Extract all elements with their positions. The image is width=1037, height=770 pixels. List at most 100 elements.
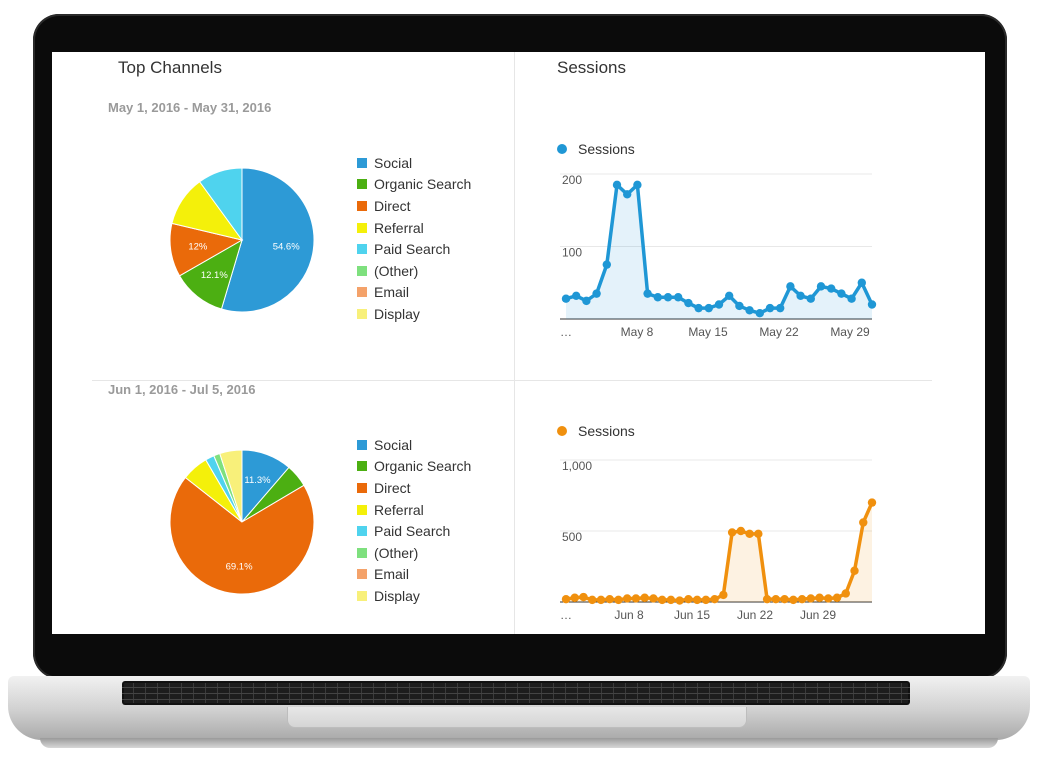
top-channels-title: Top Channels — [118, 58, 222, 77]
sessions-point[interactable] — [827, 284, 836, 293]
sessions-point[interactable] — [631, 594, 641, 603]
sessions-point[interactable] — [859, 518, 868, 527]
legend-swatch — [357, 504, 367, 515]
sessions-point[interactable] — [806, 594, 815, 603]
sessions-point[interactable] — [614, 595, 623, 605]
sessions-point[interactable] — [643, 289, 652, 298]
sessions-point[interactable] — [572, 291, 581, 300]
sessions-point[interactable] — [602, 260, 611, 269]
sessions-point[interactable] — [701, 595, 711, 605]
y-tick-label: 1,000 — [562, 459, 592, 473]
sessions-point[interactable] — [745, 529, 754, 539]
sessions-point[interactable] — [579, 592, 588, 602]
sessions-point[interactable] — [633, 180, 642, 190]
pie-slice-direct[interactable] — [169, 476, 315, 595]
sessions-point[interactable] — [857, 278, 866, 287]
sessions-point[interactable] — [780, 594, 789, 604]
legend-item-email: Email — [357, 282, 471, 304]
pie-slice-label: 69.1% — [226, 562, 253, 573]
sessions-point[interactable] — [867, 498, 877, 507]
sessions-point[interactable] — [832, 593, 842, 602]
sessions-point[interactable] — [841, 589, 850, 598]
x-tick-label: Jun 29 — [800, 608, 836, 622]
sessions-point[interactable] — [592, 289, 601, 298]
sessions-point[interactable] — [765, 303, 775, 313]
x-tick-label: … — [560, 325, 572, 339]
sessions-point[interactable] — [675, 596, 684, 605]
sessions-point[interactable] — [797, 594, 807, 604]
legend-label: Display — [374, 587, 420, 604]
legend-item-direct: Direct — [357, 195, 471, 217]
sessions-point[interactable] — [806, 294, 815, 303]
sessions-point[interactable] — [847, 294, 856, 303]
sessions-point[interactable] — [762, 594, 772, 604]
legend-swatch — [357, 200, 367, 211]
sessions-point[interactable] — [561, 294, 571, 303]
sessions-point[interactable] — [570, 593, 579, 602]
sessions-point[interactable] — [727, 528, 737, 537]
pie-slice-paid-search[interactable] — [198, 167, 243, 242]
sessions-point[interactable] — [623, 190, 632, 199]
sessions-point[interactable] — [824, 594, 833, 603]
sessions-point[interactable] — [815, 593, 824, 602]
sessions-point[interactable] — [588, 595, 597, 605]
legend-swatch — [357, 461, 367, 472]
sessions-point[interactable] — [692, 595, 702, 605]
sessions-point[interactable] — [735, 301, 744, 311]
legend-label: (Other) — [374, 262, 419, 279]
sessions-point[interactable] — [657, 595, 667, 605]
sessions-point[interactable] — [755, 309, 764, 318]
sessions-point[interactable] — [663, 293, 673, 302]
legend-item-display: Display — [357, 585, 471, 607]
legend-swatch — [357, 439, 367, 450]
pie-slice-label: 12% — [188, 241, 208, 252]
sessions-point[interactable] — [561, 594, 571, 604]
sessions-point[interactable] — [796, 291, 805, 300]
sessions-point[interactable] — [714, 300, 724, 309]
sessions-point[interactable] — [837, 289, 846, 298]
sessions-point[interactable] — [867, 300, 877, 309]
sessions-point[interactable] — [710, 594, 719, 604]
pie-slice-display[interactable] — [219, 449, 243, 523]
sessions-point[interactable] — [653, 293, 662, 302]
sessions-point[interactable] — [612, 180, 622, 190]
sessions-point[interactable] — [623, 594, 632, 603]
sessions-point[interactable] — [771, 594, 781, 604]
sessions-point[interactable] — [684, 594, 693, 604]
sessions-point[interactable] — [789, 595, 798, 605]
sessions-point[interactable] — [719, 590, 728, 600]
dashboard-screen: Top Channels Sessions May 1, 2016 - May … — [52, 52, 985, 634]
sessions-point[interactable] — [666, 595, 676, 605]
sessions-point[interactable] — [694, 303, 703, 313]
sessions-point[interactable] — [786, 282, 795, 291]
laptop-trackpad — [287, 707, 747, 728]
sessions-area — [566, 502, 872, 602]
legend-item-referral: Referral — [357, 499, 471, 521]
sessions-point[interactable] — [596, 595, 606, 605]
sessions-point[interactable] — [725, 291, 734, 300]
legend-label: Direct — [374, 479, 411, 496]
sessions-point[interactable] — [745, 306, 754, 315]
pie-chart-jun: 11.3% 69.1% — [169, 449, 315, 595]
pie-slice-social[interactable] — [220, 167, 315, 313]
sessions-point[interactable] — [582, 296, 591, 306]
legend-label: Display — [374, 305, 420, 322]
legend-label: Paid Search — [374, 523, 451, 540]
sessions-point[interactable] — [605, 594, 614, 604]
sessions-area — [566, 184, 872, 319]
sessions-point[interactable] — [649, 594, 658, 603]
sessions-point[interactable] — [674, 293, 683, 302]
sessions-point[interactable] — [850, 566, 859, 575]
legend-label: Social — [374, 154, 413, 171]
sessions-point[interactable] — [684, 298, 693, 308]
sessions-point[interactable] — [640, 593, 649, 602]
sessions-point[interactable] — [704, 303, 713, 313]
sessions-point[interactable] — [754, 529, 763, 539]
legend-swatch — [357, 526, 367, 537]
sessions-point[interactable] — [736, 526, 746, 536]
x-tick-label: Jun 22 — [737, 608, 773, 622]
sessions-point[interactable] — [776, 303, 785, 313]
legend-swatch — [357, 308, 367, 319]
legend-item-other: (Other) — [357, 542, 471, 564]
sessions-point[interactable] — [816, 282, 826, 291]
